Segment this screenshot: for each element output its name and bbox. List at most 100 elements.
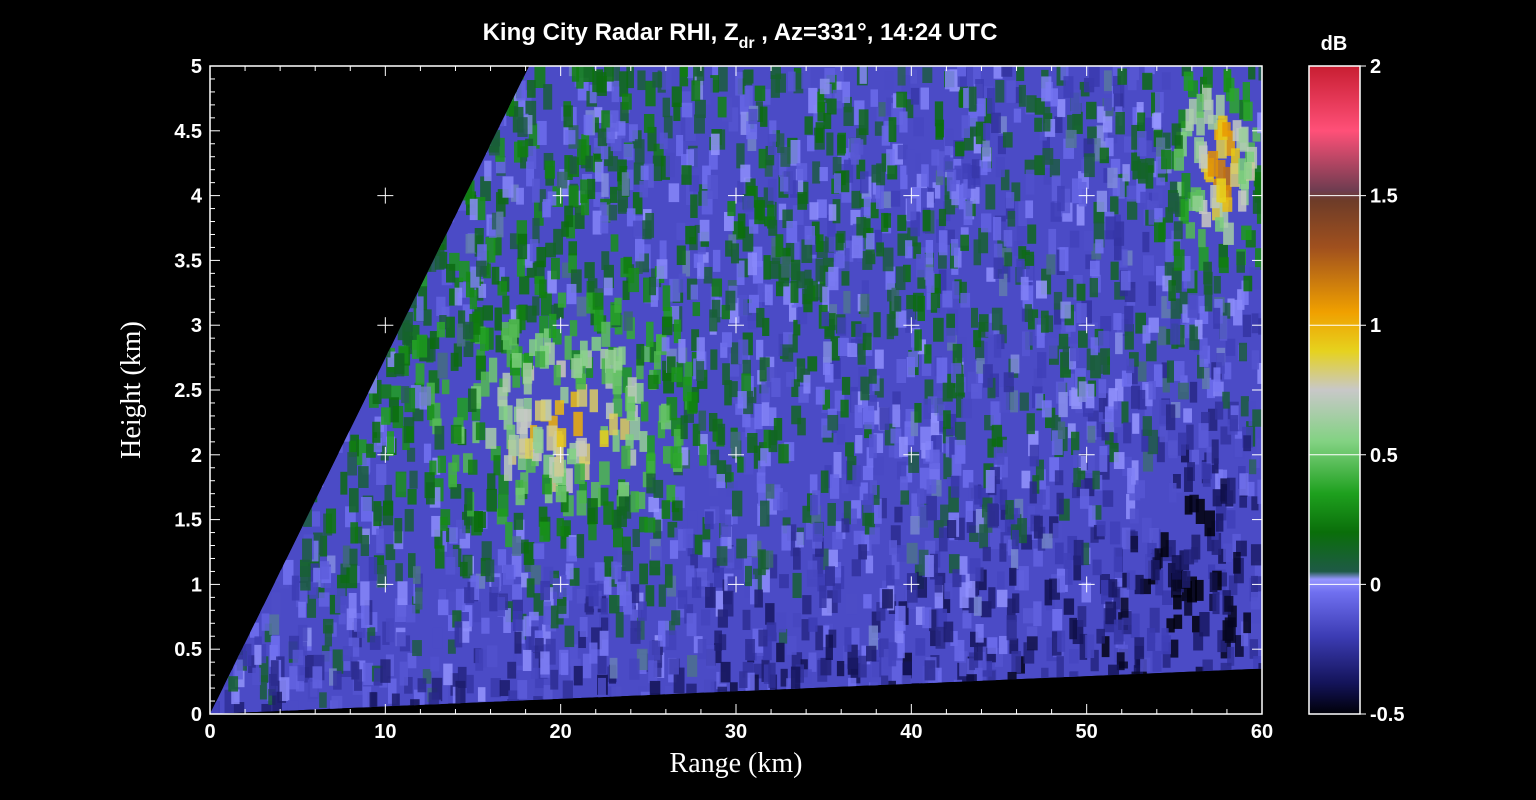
- field-cell: [316, 378, 325, 402]
- field-cell: [363, 662, 374, 686]
- field-cell: [601, 110, 611, 132]
- field-cell: [387, 169, 398, 185]
- field-cell: [1003, 372, 1014, 393]
- field-cell: [1170, 318, 1181, 345]
- field-cell: [800, 669, 812, 684]
- field-cell: [969, 652, 979, 671]
- field-cell: [490, 678, 501, 698]
- field-cell: [396, 243, 406, 267]
- field-cell: [1023, 642, 1035, 664]
- field-cell: [430, 137, 438, 160]
- field-cell: [1186, 309, 1197, 335]
- field-cell: [876, 242, 884, 257]
- field-cell: [728, 107, 739, 132]
- field-cell: [278, 380, 289, 405]
- field-cell: [1165, 540, 1176, 557]
- field-cell: [487, 645, 498, 668]
- field-cell: [496, 211, 504, 238]
- field-cell: [1121, 401, 1129, 424]
- field-cell: [959, 281, 967, 304]
- field-cell: [866, 695, 877, 711]
- field-cell: [1050, 88, 1058, 107]
- field-cell: [216, 583, 227, 601]
- field-cell: [741, 431, 750, 457]
- field-cell: [721, 97, 733, 122]
- field-cell: [210, 312, 217, 338]
- field-cell: [611, 80, 620, 103]
- field-cell: [897, 214, 907, 231]
- field-cell: [220, 443, 231, 460]
- field-cell: [863, 594, 872, 609]
- field-cell: [1060, 301, 1071, 319]
- field-cell: [1034, 155, 1045, 176]
- field-cell: [771, 377, 781, 398]
- field-cell: [226, 268, 237, 284]
- field-cell: [450, 352, 459, 371]
- field-cell: [1183, 408, 1192, 423]
- field-cell: [1192, 615, 1201, 633]
- field-cell: [250, 326, 260, 347]
- field-cell: [1052, 609, 1063, 631]
- field-cell: [497, 549, 507, 573]
- field-cell: [987, 377, 996, 399]
- field-cell: [812, 554, 824, 578]
- field-cell: [303, 507, 312, 527]
- field-cell: [710, 349, 718, 370]
- field-cell: [309, 540, 319, 562]
- field-cell: [1073, 468, 1081, 488]
- colorbar-tick-label: 0: [1370, 574, 1381, 596]
- field-cell: [473, 99, 483, 122]
- field-cell: [1170, 639, 1179, 658]
- field-cell: [335, 259, 344, 283]
- field-cell: [938, 252, 947, 269]
- field-cell: [375, 337, 384, 358]
- field-cell: [470, 266, 480, 288]
- field-cell: [998, 116, 1007, 134]
- field-cell: [1145, 340, 1157, 362]
- field-cell: [841, 376, 851, 395]
- field-cell: [954, 696, 964, 712]
- field-cell: [954, 421, 966, 446]
- field-cell: [844, 627, 852, 652]
- field-cell: [710, 681, 721, 701]
- field-cell: [1196, 675, 1205, 691]
- field-cell: [926, 479, 937, 494]
- field-cell: [685, 179, 694, 205]
- field-cell: [1243, 612, 1251, 634]
- field-cell: [1215, 495, 1227, 521]
- field-cell: [598, 696, 610, 713]
- field-cell: [623, 591, 632, 615]
- field-cell: [808, 87, 818, 114]
- field-cell: [1073, 102, 1082, 126]
- field-cell: [936, 357, 948, 384]
- field-cell: [346, 608, 357, 631]
- field-cell: [1073, 539, 1084, 566]
- field-cell: [1253, 656, 1262, 677]
- field-cell: [694, 99, 706, 119]
- field-cell: [299, 465, 308, 485]
- field-cell: [823, 112, 832, 130]
- field-cell: [455, 588, 465, 611]
- field-cell: [305, 654, 314, 678]
- field-cell: [336, 391, 347, 410]
- field-cell: [754, 85, 766, 102]
- field-cell: [687, 66, 697, 79]
- field-cell: [314, 234, 323, 251]
- field-cell: [980, 601, 992, 618]
- field-cell: [536, 246, 547, 268]
- field-cell: [639, 431, 648, 452]
- field-cell: [218, 595, 229, 620]
- field-cell: [1056, 492, 1064, 515]
- field-cell: [386, 188, 397, 213]
- field-cell: [790, 531, 800, 557]
- field-cell: [543, 328, 551, 354]
- field-cell: [1011, 182, 1021, 202]
- field-cell: [745, 672, 755, 692]
- field-cell: [944, 327, 956, 343]
- field-cell: [976, 160, 988, 176]
- field-cell: [787, 71, 796, 92]
- field-cell: [781, 256, 791, 278]
- field-cell: [1173, 268, 1182, 290]
- field-cell: [1063, 598, 1075, 615]
- field-cell: [399, 661, 409, 686]
